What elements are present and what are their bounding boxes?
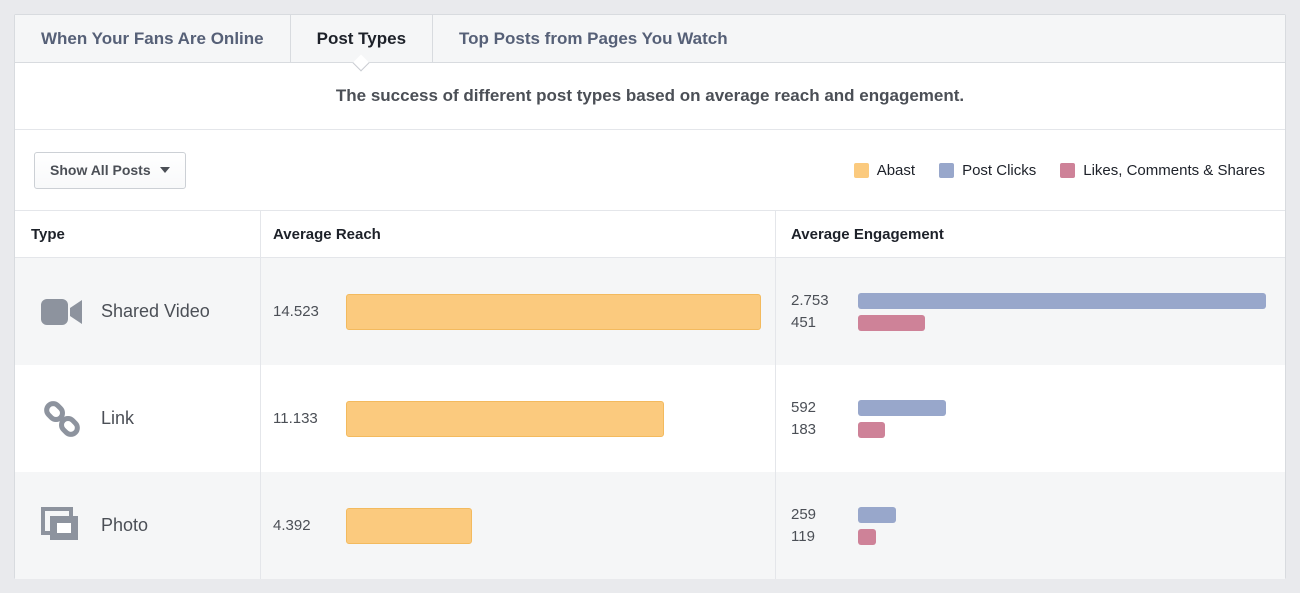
dropdown-label: Show All Posts: [50, 162, 151, 178]
post-clicks-value: 259: [791, 505, 817, 523]
tab-label: When Your Fans Are Online: [41, 28, 264, 48]
video-icon: [41, 298, 82, 325]
likes-comments-shares-bar: [858, 421, 886, 438]
post-clicks-value: 592: [791, 398, 817, 416]
reach-bar: [346, 507, 472, 544]
average-engagement-cell: 592 183: [776, 365, 1287, 472]
likes-comments-shares-value: 119: [791, 527, 815, 545]
engagement-values: 259 119: [791, 505, 858, 545]
post-clicks-bar: [858, 292, 1266, 309]
link-icon: [44, 400, 80, 437]
reach-swatch-icon: [853, 162, 869, 178]
engagement-values: 2.753 451: [791, 291, 858, 331]
post-type-label: Link: [101, 408, 135, 428]
engagement-bar-tracks: [858, 506, 1266, 545]
post-clicks-bar: [858, 399, 946, 416]
post-clicks-bar: [858, 506, 897, 523]
tab-top-posts-watch[interactable]: Top Posts from Pages You Watch: [432, 15, 754, 62]
photo-icon: [41, 506, 78, 540]
engagement-bar-tracks: [858, 399, 1266, 438]
type-cell: Shared Video: [15, 258, 261, 365]
header-type: Type: [15, 211, 261, 257]
average-reach-cell: 4.392: [261, 472, 776, 579]
post-type-label: Photo: [101, 515, 149, 535]
reach-bar-track: [346, 507, 761, 544]
likes-comments-shares-bar: [858, 528, 876, 545]
post-types-panel: When Your Fans Are Online Post Types Top…: [14, 14, 1286, 579]
reach-bar: [346, 293, 761, 330]
chart-legend: Abast Post Clicks Likes, Comments & Shar…: [853, 161, 1265, 179]
average-engagement-cell: 259 119: [776, 472, 1287, 579]
post-clicks-swatch-icon: [939, 162, 955, 178]
table-row[interactable]: Shared Video 14.523 2.753 451: [15, 258, 1285, 365]
average-reach-cell: 11.133: [261, 365, 776, 472]
engagement-values: 592 183: [791, 398, 858, 438]
type-cell: Link: [15, 365, 261, 472]
reach-bar-track: [346, 400, 761, 437]
legend-label: Likes, Comments & Shares: [1083, 161, 1265, 179]
reach-value: 11.133: [273, 410, 318, 427]
tab-when-fans-online[interactable]: When Your Fans Are Online: [15, 15, 290, 62]
likes-swatch-icon: [1060, 162, 1076, 178]
tab-label: Top Posts from Pages You Watch: [459, 28, 728, 48]
reach-bar-track: [346, 293, 761, 330]
header-average-reach: Average Reach: [261, 211, 776, 257]
likes-comments-shares-bar: [858, 314, 925, 331]
chevron-down-icon: [159, 167, 170, 173]
legend-label: Abast: [876, 161, 916, 179]
reach-bar: [346, 400, 665, 437]
table-header: Type Average Reach Average Engagement: [15, 210, 1285, 258]
reach-value: 14.523: [273, 303, 319, 320]
legend-label: Post Clicks: [962, 161, 1037, 179]
show-all-posts-dropdown[interactable]: Show All Posts: [34, 151, 186, 189]
controls-row: Show All Posts Abast Post Clicks Likes, …: [15, 130, 1285, 210]
header-average-engagement: Average Engagement: [791, 225, 944, 243]
legend-item-post-clicks: Post Clicks: [939, 162, 1036, 179]
tab-label: Post Types: [316, 28, 407, 48]
legend-item-likes-comments-shares: Likes, Comments & Shares: [1060, 162, 1265, 179]
panel-subtitle: The success of different post types base…: [335, 86, 965, 105]
post-type-label: Shared Video: [101, 301, 210, 321]
likes-comments-shares-value: 451: [791, 313, 817, 331]
tab-bar: When Your Fans Are Online Post Types Top…: [15, 15, 1285, 72]
legend-item-reach: Abast: [853, 161, 916, 179]
table-row[interactable]: Photo 4.392 259 119: [15, 472, 1285, 579]
likes-comments-shares-value: 183: [791, 420, 817, 438]
average-reach-cell: 14.523: [261, 258, 776, 365]
subtitle-band: The success of different post types base…: [15, 63, 1285, 130]
type-cell: Photo: [15, 472, 261, 579]
post-clicks-value: 2.753: [791, 291, 829, 309]
engagement-bar-tracks: [858, 292, 1266, 331]
tab-post-types[interactable]: Post Types: [289, 15, 432, 72]
reach-value: 4.392: [273, 517, 311, 534]
average-engagement-cell: 2.753 451: [776, 258, 1287, 365]
table-row[interactable]: Link 11.133 592 183: [15, 365, 1285, 472]
